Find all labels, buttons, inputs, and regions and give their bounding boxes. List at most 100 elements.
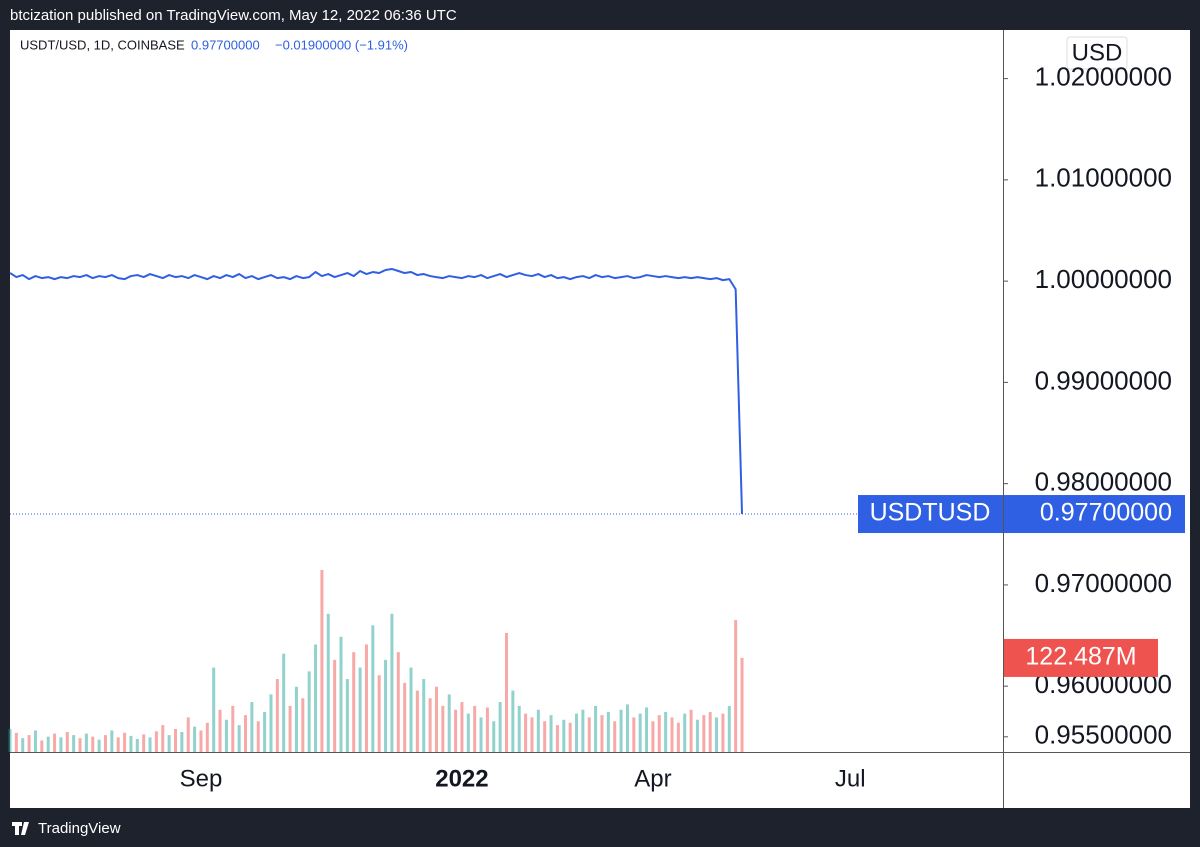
volume-bar [33,730,37,752]
volume-bar [702,715,706,752]
volume-bar [664,712,668,752]
volume-bar [428,698,432,752]
volume-bar [256,721,260,752]
volume-bar [434,686,438,752]
volume-bar [670,717,674,752]
volume-bar [212,667,216,752]
volume-bar [460,702,464,752]
y-tick-label: 0.98000000 [1035,467,1172,497]
x-tick-label: Apr [634,765,671,792]
y-tick-label: 0.99000000 [1035,365,1172,395]
volume-bar [695,719,699,752]
volume-bar [40,740,44,752]
volume-bar [364,644,368,752]
volume-bar [594,705,598,752]
volume-bar [46,736,50,752]
volume-bar [135,738,139,752]
volume-bar [740,657,744,752]
volume-bar [53,733,57,752]
volume-bar [403,682,407,752]
volume-bar [575,713,579,752]
volume-bar [543,721,547,752]
volume-bar [263,712,267,752]
volume-bar [485,707,489,752]
volume-bar [466,713,470,752]
volume-bar [282,653,286,752]
volume-bar [116,737,120,752]
volume-bar [269,694,273,752]
volume-bar [294,686,298,752]
volume-bar [301,698,305,752]
volume-bar [174,728,177,752]
volume-bar [345,679,349,752]
volume-bar [384,659,388,752]
volume-bar [326,613,330,752]
volume-bar [511,690,515,752]
volume-bar [721,713,725,752]
volume-bar [78,738,82,752]
volume-bar [447,694,451,752]
volume-bar [180,732,184,752]
volume-bar [657,715,661,752]
volume-bar [154,731,158,752]
volume-bar [103,735,107,752]
volume-bar [613,721,617,752]
volume-bar [473,705,477,752]
volume-bar [84,733,88,752]
volume-bar [676,722,680,752]
volume-bar [8,728,12,752]
volume-bar [205,722,209,752]
volume-bar [530,717,534,752]
volume-tag-label: 122.487M [1025,643,1136,671]
y-tick-label: 1.02000000 [1035,61,1172,91]
x-tick-label: Jul [835,765,866,792]
volume-bar [632,717,636,752]
y-tick-label: 0.97000000 [1035,568,1172,598]
volume-bar [161,725,165,752]
last-price: 0.97700000 [191,37,260,52]
volume-bar [390,613,394,752]
price-line [9,267,744,515]
volume-bar [492,721,496,752]
volume-bar [409,667,413,752]
volume-bar [59,737,63,752]
volume-bar [625,704,629,752]
volume-bar [320,570,324,752]
volume-bar [186,717,190,752]
volume-bar [651,721,655,752]
volume-bar [129,735,133,752]
volume-bar [479,717,483,752]
volume-bar [619,709,623,752]
y-tick-label: 1.01000000 [1035,163,1172,193]
volume-bar [97,739,101,752]
volume-bar [396,652,400,752]
volume-bar [218,709,222,752]
volume-bar [562,719,566,752]
symbol-tag-label: USDTUSD [870,499,991,527]
volume-bar [715,717,719,752]
volume-bar [72,735,76,752]
volume-bar [339,636,343,752]
volume-bar [65,732,69,752]
chart-panel [10,30,1190,808]
volume-bar [536,709,540,752]
volume-bar [638,713,642,752]
volume-bar [606,712,610,752]
volume-bar [708,712,712,752]
volume-bar [555,725,559,752]
volume-bar [231,705,235,752]
volume-bar [352,652,356,752]
y-tick-label: 1.00000000 [1035,264,1172,294]
volume-bar [307,671,311,752]
x-tick-label: 2022 [435,765,488,792]
volume-bar [333,659,337,752]
currency[interactable]: USD [1072,39,1123,66]
currency-button[interactable] [1066,36,1128,70]
volume-bar [199,730,203,752]
volume-bar [237,725,241,752]
volume-tag [1004,638,1158,677]
brand-name: TradingView [38,820,121,837]
volume-bar [275,679,279,752]
legend: USDT/USD, 1D, COINBASE 0.97700000 −0.019… [20,37,408,52]
